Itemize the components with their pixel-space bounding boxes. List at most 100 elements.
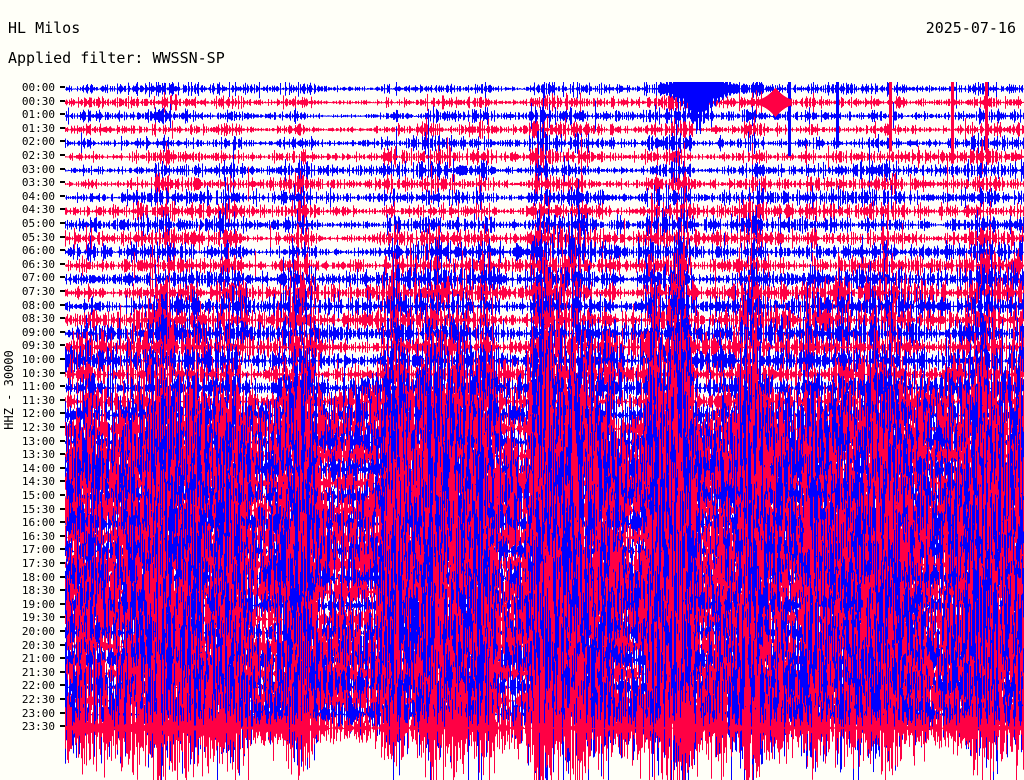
time-tick: 21:00	[0, 652, 65, 665]
time-tick-label: 06:00	[21, 244, 55, 258]
time-tick-mark	[60, 602, 65, 605]
time-tick-mark	[60, 494, 65, 496]
time-tick: 22:00	[0, 679, 65, 692]
time-tick: 12:00	[0, 407, 65, 420]
time-tick-label: 07:30	[21, 285, 55, 298]
time-tick: 08:00	[0, 299, 65, 312]
time-tick: 09:00	[0, 326, 65, 339]
time-tick-label: 06:30	[21, 257, 55, 271]
time-axis: 00:00 00:30 01:00 01:30 02:00 02:30 03:00 03:30…	[0, 0, 65, 780]
time-tick-mark	[60, 330, 65, 333]
time-tick-mark	[60, 439, 65, 442]
time-tick-label: 19:30	[21, 611, 55, 625]
time-tick: 15:30	[0, 503, 65, 516]
time-tick-label: 12:30	[21, 421, 55, 434]
time-tick-mark	[60, 684, 65, 687]
time-tick-mark	[60, 181, 65, 184]
time-tick: 02:00	[0, 135, 65, 148]
time-tick: 23:00	[0, 707, 65, 720]
time-tick: 06:30	[0, 258, 65, 271]
record-date: 2025-07-16	[925, 19, 1016, 37]
time-tick-label: 02:30	[21, 149, 55, 162]
time-tick: 13:00	[0, 435, 65, 448]
time-tick: 01:00	[0, 108, 65, 121]
time-tick-mark	[60, 670, 65, 673]
time-tick-label: 04:30	[21, 203, 55, 217]
time-tick-label: 20:00	[21, 625, 55, 638]
time-tick-label: 11:30	[21, 393, 55, 407]
time-tick-label: 14:00	[21, 461, 55, 475]
time-tick-label: 16:30	[21, 529, 55, 543]
time-tick: 20:30	[0, 639, 65, 652]
time-tick-mark	[60, 276, 65, 279]
time-tick-label: 10:00	[21, 353, 55, 366]
time-tick-mark	[60, 99, 65, 102]
time-tick: 14:00	[0, 462, 65, 475]
time-tick-label: 21:30	[21, 665, 55, 679]
time-tick-label: 22:00	[21, 679, 55, 693]
time-tick: 03:30	[0, 176, 65, 189]
time-tick-label: 01:30	[21, 121, 55, 135]
time-tick-mark	[60, 194, 65, 197]
time-tick-label: 12:00	[21, 407, 55, 421]
time-tick: 00:00	[0, 81, 65, 94]
seismic-trace-canvas	[65, 82, 1024, 780]
time-tick-mark	[60, 290, 65, 292]
time-tick: 10:30	[0, 367, 65, 380]
time-tick: 15:00	[0, 489, 65, 502]
time-tick-label: 08:30	[21, 312, 55, 326]
time-tick: 20:00	[0, 625, 65, 638]
time-tick: 11:00	[0, 380, 65, 393]
time-tick: 18:00	[0, 571, 65, 584]
time-tick-mark	[60, 86, 65, 88]
time-tick-label: 23:00	[21, 706, 55, 720]
time-tick: 18:30	[0, 584, 65, 597]
time-tick-label: 15:00	[21, 489, 55, 502]
time-tick-mark	[60, 262, 65, 265]
time-tick-label: 03:00	[21, 162, 55, 176]
time-tick: 17:00	[0, 543, 65, 556]
time-tick-mark	[60, 140, 65, 143]
time-tick-label: 17:00	[21, 543, 55, 557]
time-tick-label: 18:00	[21, 570, 55, 584]
time-tick-label: 07:00	[21, 271, 55, 285]
time-tick-label: 13:00	[21, 434, 55, 448]
time-tick-mark	[60, 113, 65, 116]
time-tick-label: 14:30	[21, 475, 55, 489]
time-tick: 17:30	[0, 557, 65, 570]
time-tick: 12:30	[0, 421, 65, 434]
time-tick-label: 03:30	[21, 176, 55, 190]
time-tick-mark	[60, 154, 65, 156]
time-tick-mark	[60, 548, 65, 551]
time-tick: 06:00	[0, 244, 65, 257]
time-tick: 19:00	[0, 598, 65, 611]
time-tick: 13:30	[0, 448, 65, 461]
time-tick-label: 22:30	[21, 693, 55, 706]
time-tick-mark	[60, 534, 65, 537]
time-tick: 04:30	[0, 203, 65, 216]
time-tick-label: 05:00	[21, 217, 55, 230]
station-title: HL Milos	[8, 19, 81, 37]
time-tick-label: 08:00	[21, 298, 55, 312]
time-tick-mark	[60, 453, 65, 456]
time-tick: 01:30	[0, 122, 65, 135]
time-tick: 08:30	[0, 312, 65, 325]
time-tick-label: 19:00	[21, 597, 55, 611]
time-tick: 21:30	[0, 666, 65, 679]
time-tick-label: 05:30	[21, 230, 55, 244]
time-tick-label: 17:30	[21, 557, 55, 570]
time-tick-label: 21:00	[21, 652, 55, 666]
time-tick-mark	[60, 344, 65, 347]
time-tick: 07:00	[0, 271, 65, 284]
time-tick-mark	[60, 126, 65, 129]
time-tick-label: 23:30	[21, 720, 55, 734]
time-tick-label: 20:30	[21, 638, 55, 652]
time-tick: 19:30	[0, 611, 65, 624]
time-tick-label: 01:00	[21, 108, 55, 122]
time-tick-mark	[60, 698, 65, 700]
time-tick-label: 18:30	[21, 584, 55, 598]
time-tick-mark	[60, 657, 65, 660]
time-tick: 07:30	[0, 285, 65, 298]
time-tick-mark	[60, 235, 65, 238]
